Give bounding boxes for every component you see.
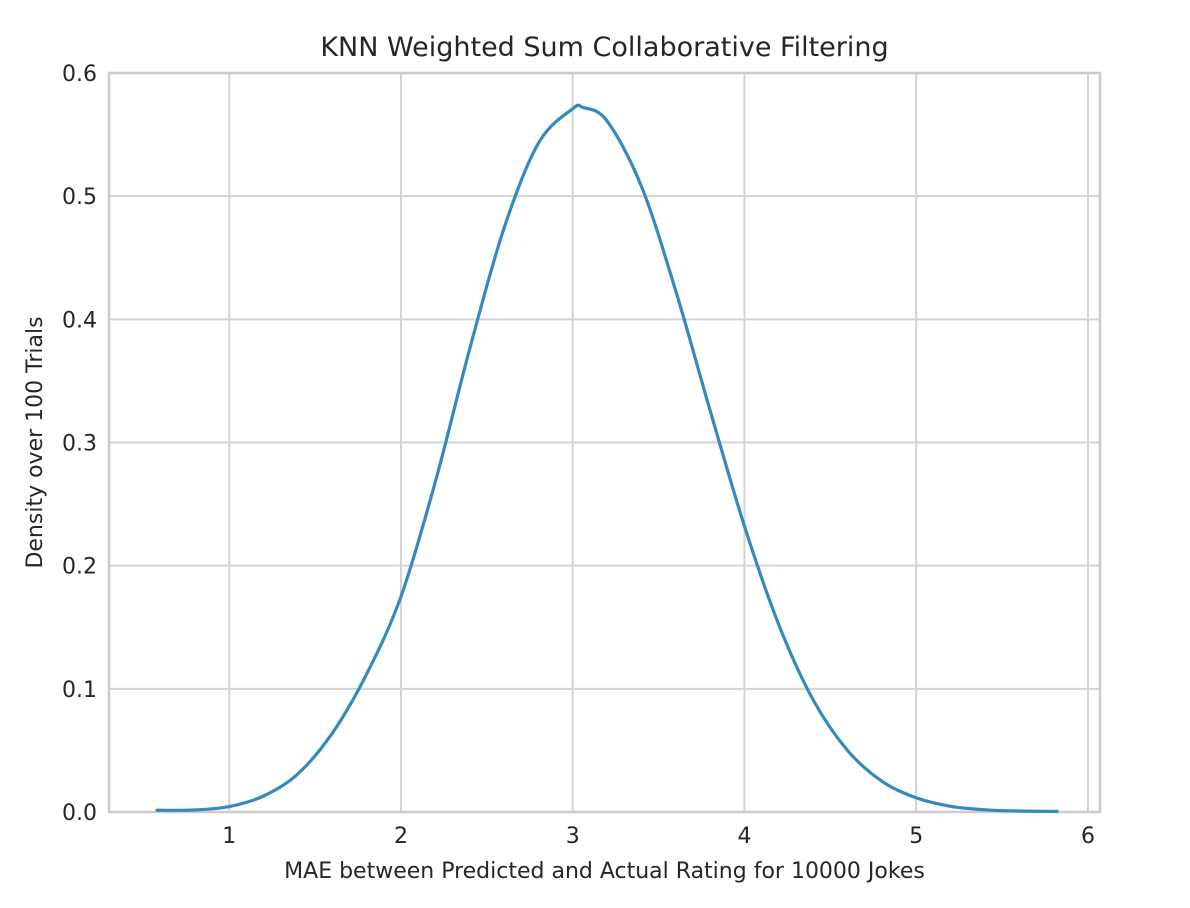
x-tick-label: 6 [1081,824,1095,849]
x-tick-label: 2 [394,824,408,849]
y-tick-label: 0.6 [62,62,97,87]
chart-title: KNN Weighted Sum Collaborative Filtering [320,32,888,63]
y-tick-label: 0.4 [62,308,97,333]
y-tick-label: 0.0 [62,801,97,826]
x-tick-label: 5 [909,824,923,849]
series-group [155,103,1059,813]
y-tick-label: 0.1 [62,678,97,703]
y-tick-label: 0.5 [62,185,97,210]
x-tick-label: 1 [222,824,236,849]
plot-frame [107,71,1102,814]
grid [109,72,1100,813]
x-axis-title: MAE between Predicted and Actual Rating … [284,859,925,884]
y-axis-title: Density over 100 Trials [23,316,48,568]
x-tick-label: 4 [737,824,751,849]
y-tick-label: 0.3 [62,432,97,457]
density-line [155,103,1059,813]
x-tick-label: 3 [566,824,580,849]
y-tick-labels: 0.0 0.1 0.2 0.3 0.4 0.5 0.6 [62,62,97,826]
y-tick-label: 0.2 [62,555,97,580]
x-tick-labels: 1 2 3 4 5 6 [222,824,1095,849]
